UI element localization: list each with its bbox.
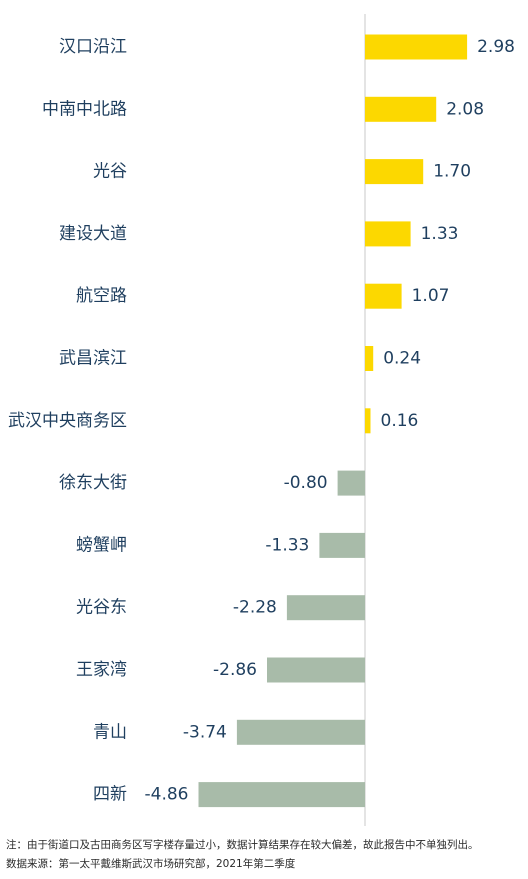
value-label-4: 1.07: [412, 286, 450, 306]
value-label-6: 0.16: [381, 411, 419, 431]
category-label-2: 光谷: [93, 162, 127, 182]
category-label-6: 武汉中央商务区: [8, 411, 127, 431]
bar-1: [365, 96, 437, 122]
notes-block: 注：由于街道口及古田商务区写字楼存量过小，数据计算结果存在较大偏差，故此报告中不…: [6, 836, 526, 874]
value-label-5: 0.24: [383, 349, 421, 369]
bar-3: [365, 221, 411, 247]
value-label-12: -4.86: [145, 785, 189, 805]
category-label-3: 建设大道: [59, 224, 127, 244]
category-label-1: 中南中北路: [42, 99, 127, 119]
value-labels-group: 2.98 2.08 1.70 1.33 1.07 0.24 0.16 -0.80 -1.33 -2…: [145, 37, 515, 805]
value-label-3: 1.33: [421, 224, 459, 244]
category-label-8: 螃蟹岬: [76, 535, 127, 555]
bar-5: [365, 346, 374, 371]
category-labels-group: 汉口沿江中南中北路光谷建设大道航空路武昌滨江武汉中央商务区徐东大街螃蟹岬光谷东王…: [8, 37, 127, 805]
category-label-4: 航空路: [76, 286, 127, 306]
bar-11: [236, 719, 365, 745]
value-label-9: -2.28: [233, 598, 277, 618]
value-label-0: 2.98: [477, 37, 515, 57]
value-label-1: 2.08: [446, 99, 484, 119]
bar-6: [365, 408, 371, 434]
bars-group: [198, 34, 468, 808]
category-label-9: 光谷东: [76, 598, 127, 618]
category-label-12: 四新: [93, 785, 127, 805]
source-text: 数据来源：第一太平戴维斯武汉市场研究部，2021年第二季度: [6, 858, 296, 870]
category-label-7: 徐东大街: [59, 473, 127, 493]
value-label-2: 1.70: [433, 162, 471, 182]
bar-0: [365, 34, 468, 60]
category-label-0: 汉口沿江: [59, 37, 127, 57]
value-label-10: -2.86: [213, 660, 257, 680]
category-label-10: 王家湾: [76, 660, 127, 680]
bar-chart: 汉口沿江中南中北路光谷建设大道航空路武昌滨江武汉中央商务区徐东大街螃蟹岬光谷东王…: [8, 14, 515, 826]
value-label-8: -1.33: [265, 535, 309, 555]
bar-7: [337, 470, 365, 496]
bar-8: [319, 532, 365, 558]
footnote-text: 注：由于街道口及古田商务区写字楼存量过小，数据计算结果存在较大偏差，故此报告中不…: [6, 839, 479, 851]
value-label-7: -0.80: [284, 473, 328, 493]
bar-10: [267, 657, 365, 683]
category-label-5: 武昌滨江: [59, 349, 127, 369]
bar-4: [365, 283, 402, 309]
value-label-11: -3.74: [183, 722, 227, 742]
bar-12: [198, 782, 365, 808]
bar-9: [286, 595, 365, 621]
bar-2: [365, 159, 424, 185]
category-label-11: 青山: [93, 722, 127, 742]
